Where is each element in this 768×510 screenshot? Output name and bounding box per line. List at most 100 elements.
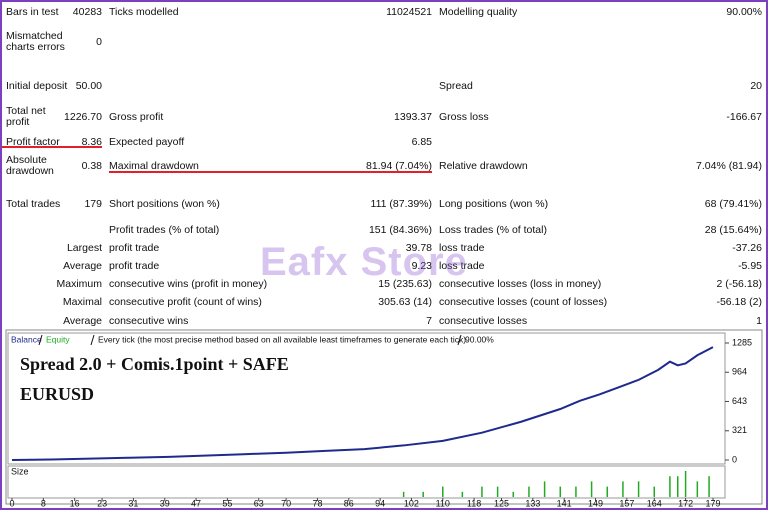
table-row: Bars in test 40283 Ticks modelled 11024521 M…: [2, 4, 766, 20]
row-label: consecutive losses: [439, 314, 528, 327]
size-bar: [496, 486, 499, 497]
row-label: Total trades: [6, 197, 61, 210]
row-value: 7.04% (81.94): [696, 159, 762, 172]
x-tick-label: 23: [97, 498, 107, 508]
x-tick-label: 70: [281, 498, 291, 508]
row-value: 90.00%: [726, 5, 762, 18]
row-label: Maximal: [62, 295, 102, 308]
x-tick-label: 149: [588, 498, 603, 508]
row-label: consecutive losses (loss in money): [439, 277, 602, 290]
row-value: 6.85: [411, 135, 432, 148]
size-bar: [512, 491, 515, 497]
size-bar: [461, 491, 464, 497]
row-value: 1226.70: [64, 110, 102, 123]
x-tick-label: 133: [525, 498, 540, 508]
plot-area: [7, 332, 726, 465]
size-bar: [590, 481, 593, 497]
row-value: 0.38: [81, 159, 102, 172]
row-label: consecutive profit (count of wins): [109, 295, 262, 308]
row-label: Maximum: [56, 277, 102, 290]
row-value: 39.78: [405, 241, 432, 254]
chart-header: Equity: [46, 334, 70, 344]
size-bar: [422, 491, 424, 497]
size-bar: [481, 486, 483, 497]
x-tick-label: 125: [494, 498, 509, 508]
row-label: consecutive losses (count of losses): [439, 295, 608, 308]
size-bar: [653, 486, 656, 497]
size-bar: [622, 481, 624, 497]
size-label: Size: [11, 466, 29, 476]
x-tick-label: 31: [128, 498, 138, 508]
chart-annotation: EURUSD: [20, 384, 94, 404]
row-value: 0: [96, 35, 102, 48]
x-tick-label: 157: [619, 498, 634, 508]
x-tick-label: 63: [254, 498, 264, 508]
size-bar: [637, 481, 640, 497]
row-label: Profit factor: [6, 135, 60, 148]
row-label: Gross loss: [439, 110, 489, 123]
table-row: Profit trades (% of total) 151 (84.36%) Lo…: [2, 222, 766, 238]
size-bar: [677, 476, 679, 497]
x-tick-label: 55: [222, 498, 232, 508]
chart-header: 90.00%: [465, 334, 494, 344]
row-value: 305.63 (14): [378, 295, 432, 308]
x-tick-label: 110: [436, 498, 450, 508]
row-value: 40283: [72, 5, 102, 18]
table-row: Total net profit 1226.70 Gross profit 1393.…: [2, 104, 766, 130]
row-value: -56.18 (2): [716, 295, 762, 308]
y-tick-label: 1285: [732, 337, 752, 347]
size-bar: [669, 476, 671, 497]
row-value: -166.67: [726, 110, 762, 123]
row-value: 81.94 (7.04%): [366, 159, 432, 172]
row-label: Gross profit: [109, 110, 164, 123]
x-tick-label: 164: [647, 498, 662, 508]
size-area: [7, 465, 726, 499]
x-tick-label: 39: [160, 498, 170, 508]
row-value: 151 (84.36%): [368, 223, 432, 236]
y-tick-label: 643: [732, 396, 747, 406]
row-value: 68 (79.41%): [704, 197, 762, 210]
row-label: Total net profit: [6, 105, 46, 128]
table-row: Profit factor 8.36 Expected payoff 6.85: [2, 134, 766, 150]
y-tick-label: 0: [732, 454, 737, 464]
row-label: loss trade: [439, 241, 485, 254]
row-label: Absolute drawdown: [6, 154, 54, 177]
row-label: Largest: [66, 241, 102, 254]
size-bar: [543, 481, 546, 497]
row-label: Mismatched charts errors: [6, 30, 65, 53]
row-label: Relative drawdown: [439, 159, 528, 172]
row-label: Initial deposit: [6, 79, 68, 92]
row-label: Long positions (won %): [439, 197, 549, 210]
size-bar: [606, 486, 609, 497]
row-label: Short positions (won %): [109, 197, 220, 210]
row-label: Ticks modelled: [109, 5, 179, 18]
x-tick-label: 179: [705, 498, 720, 508]
size-bar: [559, 486, 562, 497]
size-bar: [708, 476, 710, 497]
row-label: Spread: [439, 79, 473, 92]
x-tick-label: 47: [191, 498, 201, 508]
underline: [109, 171, 432, 173]
size-bar: [575, 486, 577, 497]
table-row: Initial deposit 50.00 Spread 20: [2, 72, 766, 100]
table-row: Average consecutive wins 7 consecutive loss…: [2, 313, 766, 329]
row-value: 1: [756, 314, 762, 327]
x-tick-label: 0: [9, 498, 14, 508]
header-separator: [90, 334, 95, 346]
row-label: profit trade: [109, 259, 160, 272]
row-value: 1393.37: [394, 110, 432, 123]
x-tick-label: 78: [312, 498, 322, 508]
x-tick-label: 141: [557, 498, 572, 508]
x-tick-label: 118: [467, 498, 481, 508]
row-label: Profit trades (% of total): [109, 223, 220, 236]
x-tick-label: 172: [678, 498, 693, 508]
row-label: Maximal drawdown: [109, 159, 199, 172]
row-value: 8.36: [81, 135, 102, 148]
size-bar: [696, 481, 699, 497]
y-tick-label: 321: [732, 425, 747, 435]
row-label: profit trade: [109, 241, 160, 254]
row-label: Loss trades (% of total): [439, 223, 547, 236]
size-bar: [684, 471, 687, 497]
